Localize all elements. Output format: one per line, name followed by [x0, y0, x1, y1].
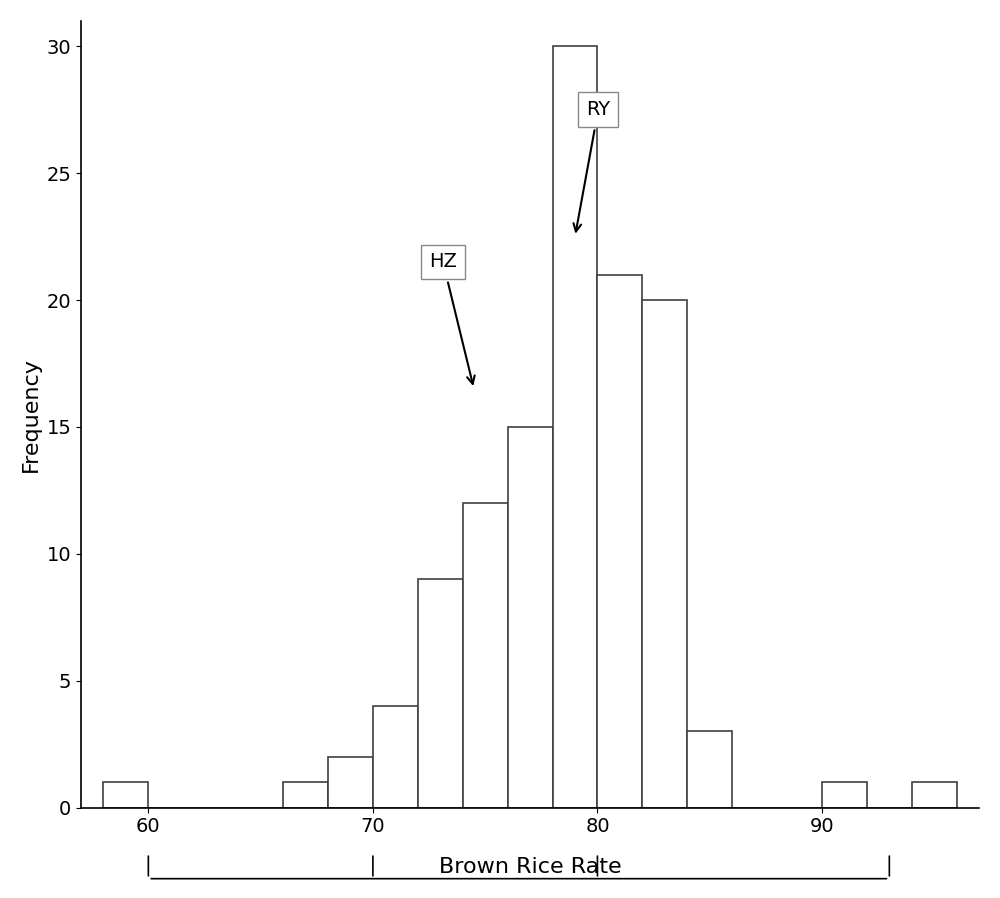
Bar: [328, 757, 373, 807]
Bar: [553, 46, 597, 807]
Bar: [822, 782, 867, 807]
Bar: [687, 732, 732, 807]
Bar: [418, 579, 463, 807]
Bar: [283, 782, 328, 807]
Bar: [597, 275, 642, 807]
Bar: [912, 782, 957, 807]
X-axis label: Brown Rice Rate: Brown Rice Rate: [439, 858, 621, 877]
Bar: [642, 300, 687, 807]
Bar: [508, 427, 553, 807]
Bar: [103, 782, 148, 807]
Y-axis label: Frequency: Frequency: [21, 357, 41, 471]
Text: RY: RY: [573, 101, 610, 232]
Bar: [463, 503, 508, 807]
Text: HZ: HZ: [429, 252, 475, 383]
Bar: [373, 706, 418, 807]
